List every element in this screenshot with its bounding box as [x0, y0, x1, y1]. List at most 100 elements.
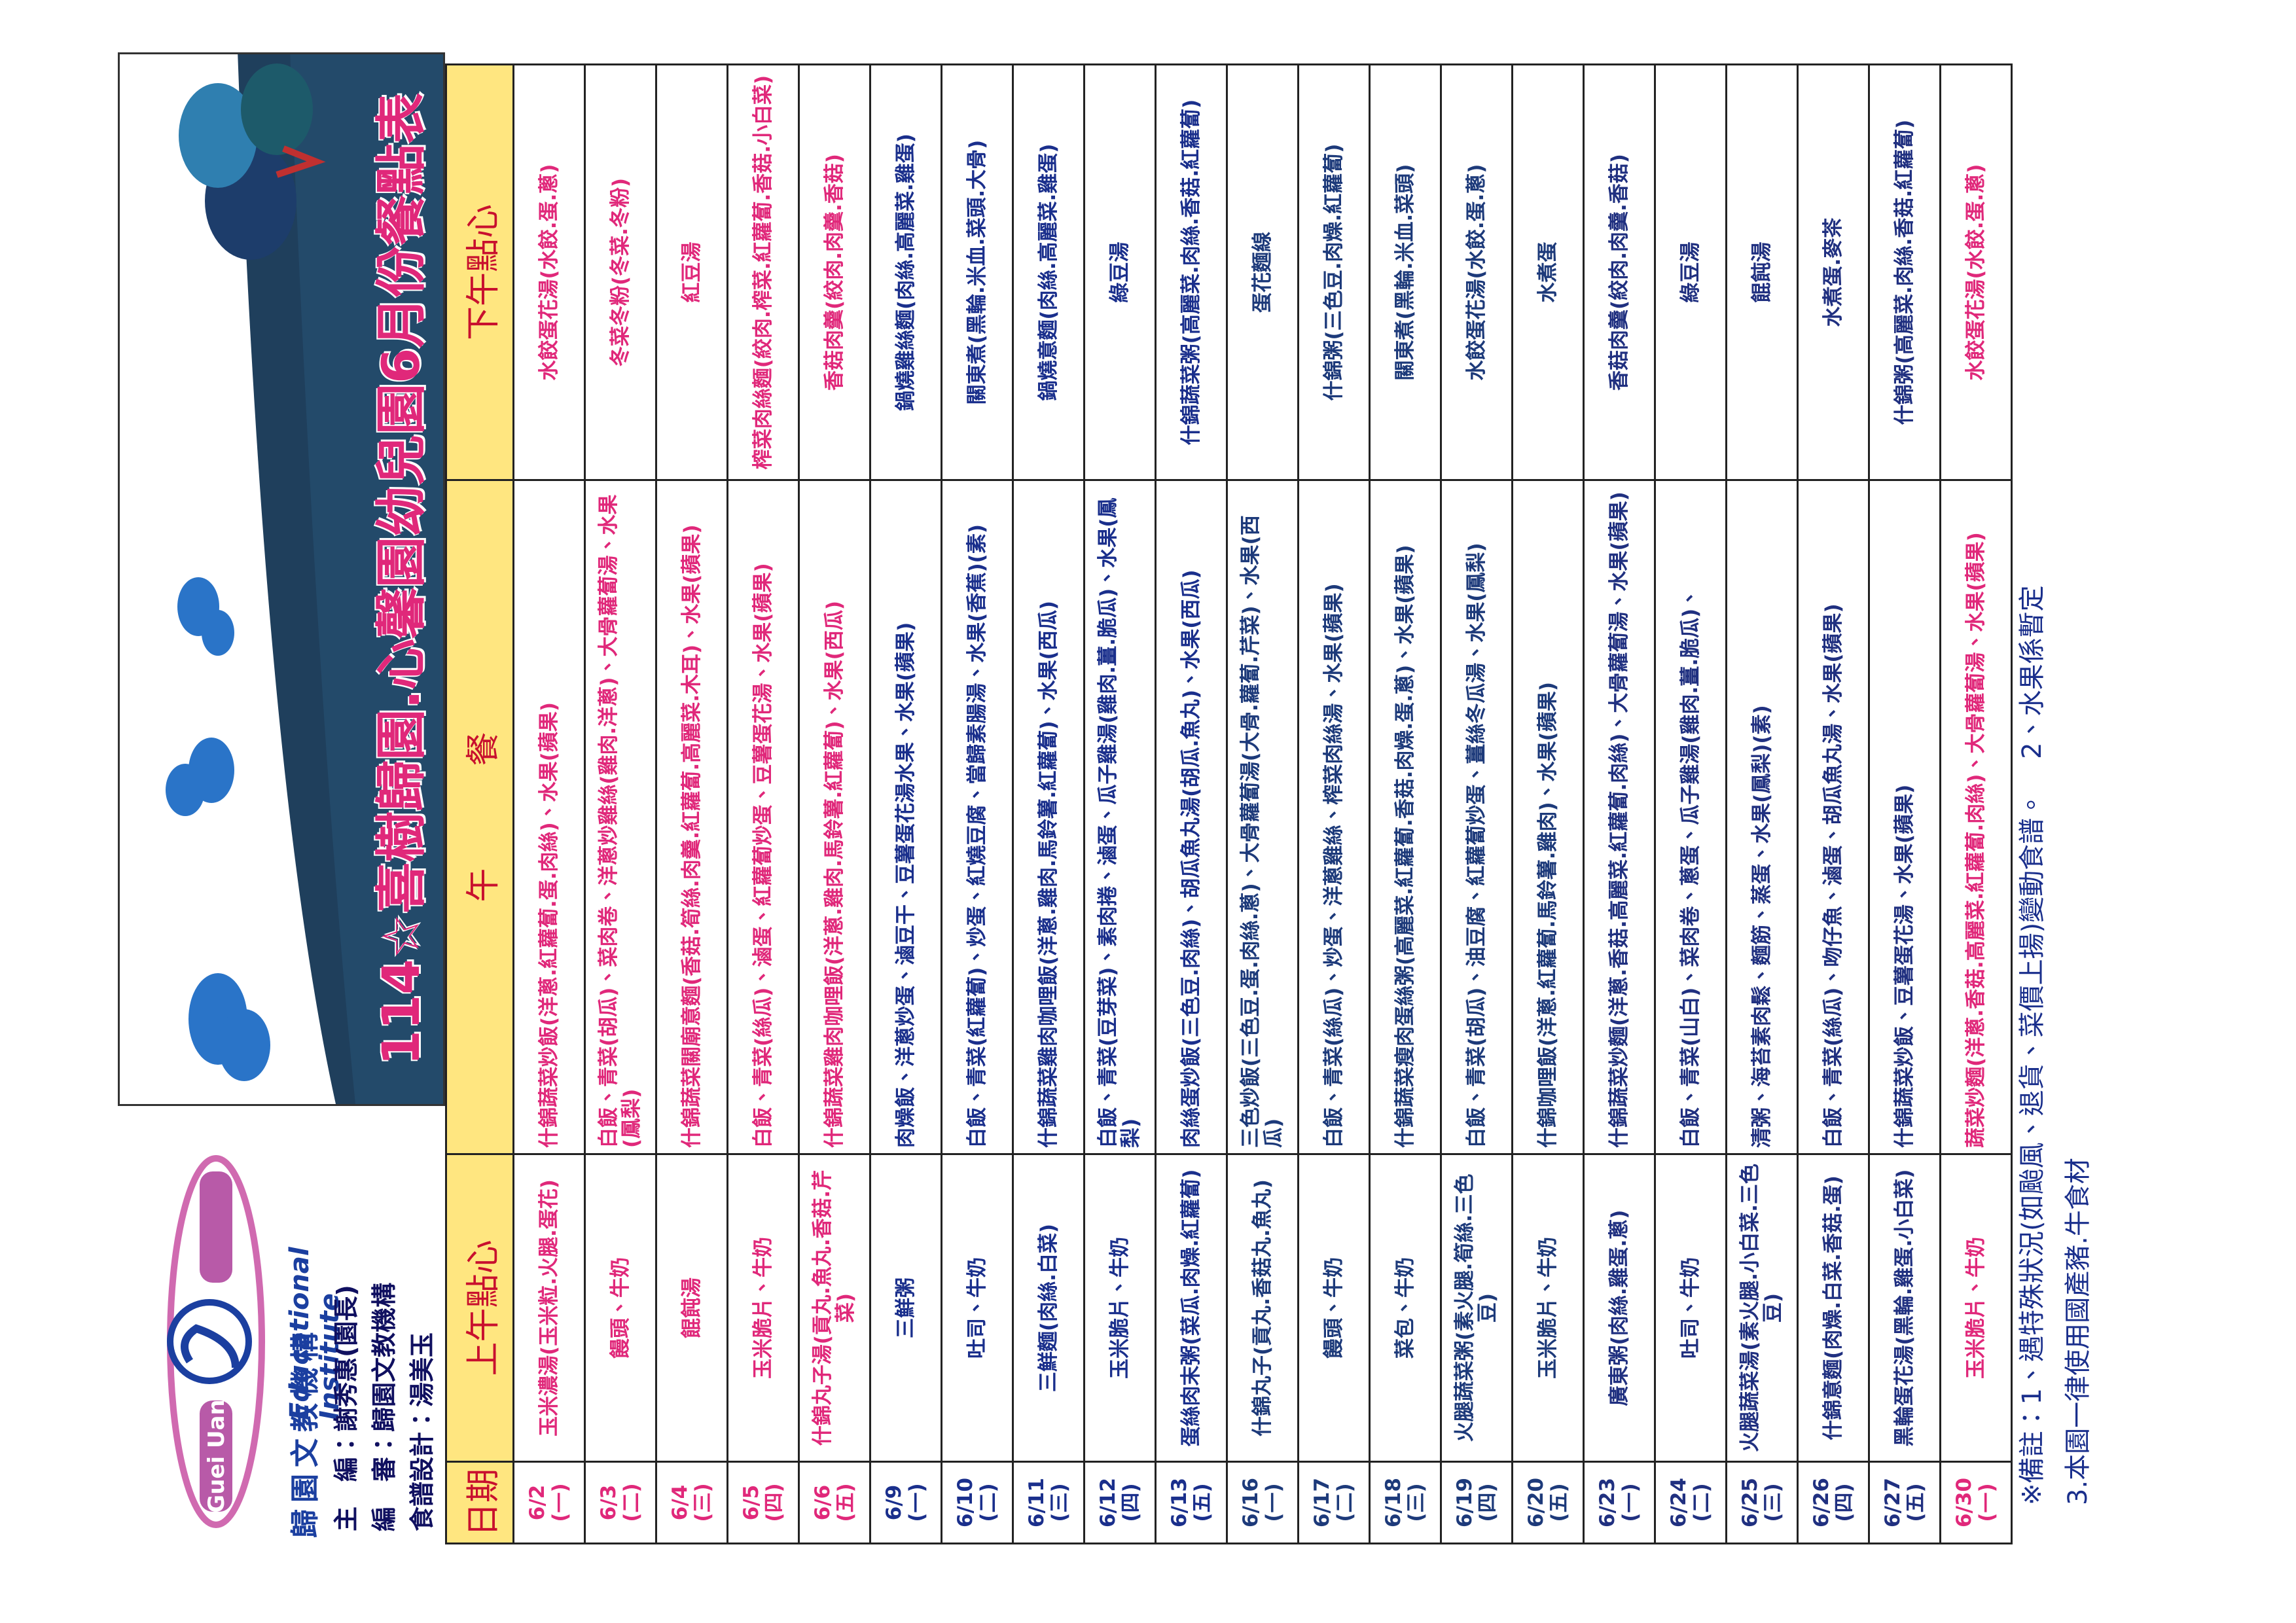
- date-cell: 6/16 (一): [1227, 1461, 1299, 1544]
- menu-row: 6/27 (五) 黑輪蛋花湯(黑輪.雞蛋.小白菜) 什錦蔬菜炒飯、豆薯蛋花湯、水果(蘋…: [1869, 64, 1941, 1544]
- afternoon-snack: 綠豆湯: [1084, 64, 1156, 480]
- lunch: 蔬菜炒麵(洋蔥.香菇.高麗菜.紅蘿蔔.肉絲)、大骨蘿蔔湯、水果(蘋果): [1940, 480, 2012, 1154]
- menu-row: 6/2 (一) 玉米濃湯(玉米粒.火腿.蛋花) 什錦蔬菜炒飯(洋蔥.紅蘿蔔.蛋.肉絲)…: [513, 64, 585, 1544]
- menu-row: 6/11 (三) 三鮮麵(肉絲.白菜) 什錦蔬菜雞肉咖哩飯(洋蔥.雞肉.馬鈴薯.紅蘿蔔…: [1013, 64, 1085, 1544]
- date: 6/2: [526, 1484, 550, 1521]
- date-cell: 6/3 (二): [584, 1461, 656, 1544]
- weekday: (三): [1761, 1483, 1785, 1522]
- date-cell: 6/12 (四): [1084, 1461, 1156, 1544]
- lunch: 白飯、青菜(絲瓜)、炒蛋、洋蔥雞絲、榨菜肉絲湯、水果(蘋果): [1298, 480, 1370, 1154]
- lunch: 什錦蔬菜關廟意麵(香菇.筍絲.肉羹.紅蘿蔔.高麗菜.木耳)、水果(蘋果): [656, 480, 728, 1154]
- scenery: [120, 52, 445, 1104]
- morning-snack: 饅頭、牛奶: [1298, 1154, 1370, 1462]
- table-body: 6/2 (一) 玉米濃湯(玉米粒.火腿.蛋花) 什錦蔬菜炒飯(洋蔥.紅蘿蔔.蛋.肉絲)…: [513, 64, 2012, 1544]
- weekday: (四): [1833, 1483, 1856, 1522]
- morning-snack: 玉米脆片、牛奶: [1084, 1154, 1156, 1462]
- date: 6/30: [1952, 1477, 1977, 1528]
- date-cell: 6/9 (一): [870, 1461, 942, 1544]
- date-cell: 6/23 (一): [1583, 1461, 1655, 1544]
- notes: ※備註：1、遇特殊狀況(如颱風、退貨、菜價上揚)變動食譜。 2、水果係暫定 3.本園…: [2009, 33, 2101, 1505]
- date-cell: 6/5 (四): [727, 1461, 799, 1544]
- date-cell: 6/18 (三): [1369, 1461, 1441, 1544]
- date: 6/4: [668, 1484, 692, 1521]
- lunch: 清粥、海苔素肉鬆、麵筋、蒸蛋、水果(鳳梨)(素): [1726, 480, 1798, 1154]
- note: 3.本園一律使用國產豬.牛食材: [2063, 1158, 2093, 1505]
- lunch: 白飯、青菜(絲瓜)、滷蛋、紅蘿蔔炒蛋、豆薯蛋花湯、水果(蘋果): [727, 480, 799, 1154]
- menu-table: 日期 上午點心午 餐下午點心 6/2 (一) 玉米濃湯(玉米粒.火腿.蛋花) 什錦蔬菜炒…: [445, 63, 2013, 1544]
- afternoon-snack: 蛋花麵線: [1227, 64, 1299, 480]
- morning-snack: 玉米濃湯(玉米粒.火腿.蛋花): [513, 1154, 585, 1462]
- weekday: (三): [691, 1483, 715, 1522]
- morning-snack: 三鮮麵(肉絲.白菜): [1013, 1154, 1085, 1462]
- afternoon-snack: 什錦粥(三色豆.肉燥.紅蘿蔔): [1298, 64, 1370, 480]
- date: 6/19: [1453, 1477, 1477, 1528]
- lunch: 白飯、青菜(山白)、菜肉卷、蔥蛋、瓜子雞湯(雞肉.薑.脆瓜)、: [1655, 480, 1727, 1154]
- date: 6/18: [1382, 1477, 1406, 1528]
- menu-row: 6/12 (四) 玉米脆片、牛奶 白飯、青菜(豆芽菜)、素肉捲、滷蛋、瓜子雞湯(雞肉.…: [1084, 64, 1156, 1544]
- note: ※備註：1、遇特殊狀況(如颱風、退貨、菜價上揚)變動食譜。: [2017, 791, 2047, 1505]
- date-cell: 6/2 (一): [513, 1461, 585, 1544]
- date: 6/10: [954, 1477, 978, 1528]
- lunch: 三色炒飯(三色豆.蛋.肉絲.蔥)、大骨蘿蔔湯(大骨.蘿蔔.芹菜)、水果(西瓜): [1227, 480, 1299, 1154]
- afternoon-snack: 水餃蛋花湯(水餃.蛋.蔥): [513, 64, 585, 480]
- weekday: (二): [1690, 1483, 1713, 1522]
- weekday: (一): [1619, 1483, 1642, 1522]
- morning-snack: 蛋絲肉末粥(菜瓜.肉燥.紅蘿蔔): [1155, 1154, 1227, 1462]
- menu-row: 6/20 (五) 玉米脆片、牛奶 什錦咖哩飯(洋蔥.紅蘿蔔.馬鈴薯.雞肉)、水果(蘋果…: [1512, 64, 1584, 1544]
- morning-snack: 玉米脆片、牛奶: [727, 1154, 799, 1462]
- afternoon-snack: 鍋燒意麵(肉絲.高麗菜.雞蛋): [1013, 64, 1085, 480]
- weekday: (三): [1048, 1483, 1071, 1522]
- date-cell: 6/10 (二): [941, 1461, 1013, 1544]
- date: 6/3: [597, 1484, 621, 1521]
- morning-snack: 什錦意麵(肉燥.白菜.香菇.蛋): [1797, 1154, 1869, 1462]
- lunch: 什錦蔬菜炒麵(洋蔥.香菇.高麗菜.紅蘿蔔.肉絲)、大骨蘿蔔湯、水果(蘋果): [1583, 480, 1655, 1154]
- afternoon-snack: 水煮蛋: [1512, 64, 1584, 480]
- lunch: 什錦蔬菜雞肉咖哩飯(洋蔥.雞肉.馬鈴薯.紅蘿蔔)、水果(西瓜): [1013, 480, 1085, 1154]
- morning-snack: 玉米脆片、牛奶: [1512, 1154, 1584, 1462]
- lunch: 什錦咖哩飯(洋蔥.紅蘿蔔.馬鈴薯.雞肉)、水果(蘋果): [1512, 480, 1584, 1154]
- menu-row: 6/24 (二) 吐司、牛奶 白飯、青菜(山白)、菜肉卷、蔥蛋、瓜子雞湯(雞肉.薑.脆…: [1655, 64, 1727, 1544]
- lunch: 什錦蔬菜炒飯(洋蔥.紅蘿蔔.蛋.肉絲)、水果(蘋果): [513, 480, 585, 1154]
- lunch: 白飯、青菜(紅蘿蔔)、炒蛋、紅燒豆腐、當歸素腸湯、水果(香蕉)(素): [941, 480, 1013, 1154]
- morning-snack: 菜包、牛奶: [1369, 1154, 1441, 1462]
- morning-snack: 火腿蔬菜粥(素火腿.筍絲.三色豆): [1441, 1154, 1513, 1462]
- morning-snack: 火腿蔬菜湯(素火腿.小白菜.三色豆): [1726, 1154, 1798, 1462]
- date: 6/25: [1738, 1477, 1763, 1528]
- date: 6/13: [1168, 1477, 1192, 1528]
- afternoon-snack: 什錦粥(高麗菜.肉絲.香菇.紅蘿蔔): [1869, 64, 1941, 480]
- lunch: 肉絲蛋炒飯(三色豆.肉絲)、胡瓜魚丸湯(胡瓜.魚丸)、水果(西瓜): [1155, 480, 1227, 1154]
- logo-mark: Guei Uan: [167, 1155, 265, 1528]
- menu-row: 6/18 (三) 菜包、牛奶 什錦蔬菜瘦肉蛋絲粥(高麗菜.紅蘿蔔.香菇.肉燥.蛋.蔥)…: [1369, 64, 1441, 1544]
- menu-row: 6/17 (二) 饅頭、牛奶 白飯、青菜(絲瓜)、炒蛋、洋蔥雞絲、榨菜肉絲湯、水果(蘋…: [1298, 64, 1370, 1544]
- date-cell: 6/27 (五): [1869, 1461, 1941, 1544]
- afternoon-snack: 香菇肉羹(絞肉.肉羹.香菇): [798, 64, 870, 480]
- column-header: 下午點心: [446, 64, 514, 480]
- weekday: (五): [1191, 1483, 1214, 1522]
- weekday: (一): [1262, 1483, 1285, 1522]
- lunch: 白飯、青菜(胡瓜)、油豆腐、紅蘿蔔炒蛋、薑絲冬瓜湯、水果(鳳梨): [1441, 480, 1513, 1154]
- reviewer: 編 審：歸園文教機構: [370, 1282, 399, 1531]
- afternoon-snack: 香菇肉羹(絞肉.肉羹.香菇): [1583, 64, 1655, 480]
- morning-snack: 三鮮粥: [870, 1154, 942, 1462]
- weekday: (三): [1405, 1483, 1428, 1522]
- column-header: 上午點心: [446, 1154, 514, 1462]
- date-cell: 6/20 (五): [1512, 1461, 1584, 1544]
- weekday: (二): [977, 1483, 1000, 1522]
- date-cell: 6/25 (三): [1726, 1461, 1798, 1544]
- menu-row: 6/23 (一) 廣東粥(肉絲.雞蛋.蔥) 什錦蔬菜炒麵(洋蔥.香菇.高麗菜.紅蘿蔔.…: [1583, 64, 1655, 1544]
- column-header: 日期: [446, 1461, 514, 1544]
- date: 6/23: [1596, 1477, 1620, 1528]
- weekday: (四): [1119, 1483, 1143, 1522]
- date-cell: 6/6 (五): [798, 1461, 870, 1544]
- page-title: 114☆喜樹歸園.心馨園幼兒園6月份餐點表: [372, 92, 431, 1066]
- designer: 食譜設計：湯美玉: [408, 1332, 437, 1531]
- date-cell: 6/11 (三): [1013, 1461, 1085, 1544]
- afternoon-snack: 水餃蛋花湯(水餃.蛋.蔥): [1940, 64, 2012, 480]
- menu-row: 6/30 (一) 玉米脆片、牛奶 蔬菜炒麵(洋蔥.香菇.高麗菜.紅蘿蔔.肉絲)、大骨蘿…: [1940, 64, 2012, 1544]
- date-cell: 6/4 (三): [656, 1461, 728, 1544]
- menu-row: 6/25 (三) 火腿蔬菜湯(素火腿.小白菜.三色豆) 清粥、海苔素肉鬆、麵筋、蒸蛋、…: [1726, 64, 1798, 1544]
- afternoon-snack: 什錦蔬菜粥(高麗菜.肉絲.香菇.紅蘿蔔): [1155, 64, 1227, 480]
- date-cell: 6/13 (五): [1155, 1461, 1227, 1544]
- menu-row: 6/3 (二) 饅頭、牛奶 白飯、青菜(胡瓜)、菜肉卷、洋蔥炒雞絲(雞肉.洋蔥)、大骨…: [584, 64, 656, 1544]
